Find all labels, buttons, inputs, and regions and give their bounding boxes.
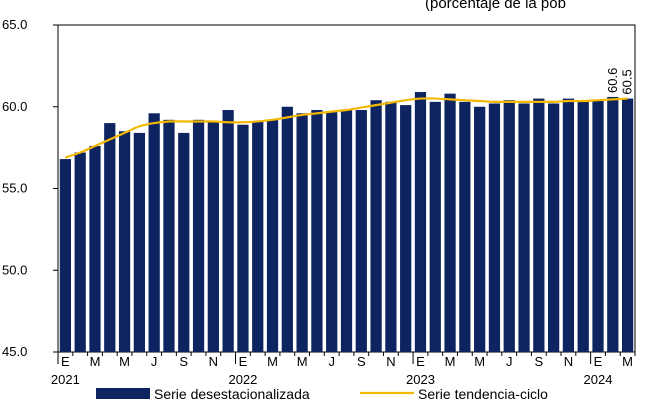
x-tick-label: S [179, 354, 188, 369]
bar [118, 131, 131, 352]
x-tick-label: M [445, 354, 456, 369]
legend-label-bar: Serie desestacionalizada [154, 386, 310, 402]
bar [104, 123, 116, 352]
x-tick-label: M [297, 354, 308, 369]
x-tick-label: S [534, 354, 543, 369]
bar [429, 101, 441, 352]
data-label: 60.5 [620, 69, 635, 94]
bar [207, 121, 219, 352]
x-tick-label: S [357, 354, 366, 369]
bar [607, 96, 619, 352]
y-tick-label: 65.0 [2, 17, 27, 32]
bar [222, 110, 234, 353]
x-year-label: 2024 [584, 372, 613, 387]
bar [577, 101, 589, 352]
x-tick-label: N [564, 354, 573, 369]
x-tick-label: E [416, 354, 425, 369]
bar [237, 124, 249, 352]
y-tick-label: 60.0 [2, 99, 27, 114]
bar [444, 93, 456, 353]
bar [370, 100, 382, 353]
bar [74, 152, 86, 352]
legend-swatch-bar [96, 388, 150, 399]
bar [400, 105, 412, 353]
x-tick-label: E [61, 354, 70, 369]
x-tick-label: J [506, 354, 513, 369]
x-year-label: 2023 [406, 372, 435, 387]
bar [59, 159, 72, 352]
bar [562, 98, 575, 352]
x-tick-label: M [90, 354, 101, 369]
bar [488, 103, 501, 352]
bar [163, 119, 175, 352]
bar [474, 106, 486, 352]
trend-line [65, 97, 628, 159]
y-tick-label: 45.0 [2, 344, 27, 359]
bar [548, 103, 560, 352]
bar [281, 106, 293, 352]
bar [192, 119, 205, 352]
x-tick-label: N [386, 354, 395, 369]
bar [621, 98, 634, 352]
x-tick-label: M [267, 354, 278, 369]
x-tick-label: M [119, 354, 130, 369]
bar [178, 132, 190, 352]
bar [133, 132, 145, 352]
bar [518, 103, 530, 352]
y-tick-label: 55.0 [2, 181, 27, 196]
bar [459, 101, 471, 352]
bar [252, 121, 264, 352]
x-tick-label: J [328, 354, 335, 369]
bar [592, 100, 604, 353]
bar [533, 98, 545, 352]
x-tick-label: M [474, 354, 485, 369]
x-tick-label: E [594, 354, 603, 369]
bar [296, 113, 308, 352]
bar [148, 113, 160, 352]
x-year-label: 2021 [51, 372, 80, 387]
data-label: 60.6 [605, 68, 620, 93]
bar [326, 111, 338, 352]
legend-label-line: Serie tendencia-ciclo [418, 386, 548, 402]
x-tick-label: J [151, 354, 158, 369]
bar [385, 101, 397, 352]
x-tick-label: E [239, 354, 248, 369]
x-tick-label: M [622, 354, 633, 369]
bar [266, 119, 279, 352]
chart-header-text: (porcentaje de la pob [425, 0, 566, 12]
x-tick-label: N [209, 354, 218, 369]
bar [311, 110, 323, 353]
y-tick-label: 50.0 [2, 262, 27, 277]
bar [503, 100, 515, 353]
bar [414, 92, 427, 352]
bar [340, 110, 353, 353]
x-year-label: 2022 [228, 372, 257, 387]
bar [89, 145, 101, 352]
bar [355, 110, 367, 353]
